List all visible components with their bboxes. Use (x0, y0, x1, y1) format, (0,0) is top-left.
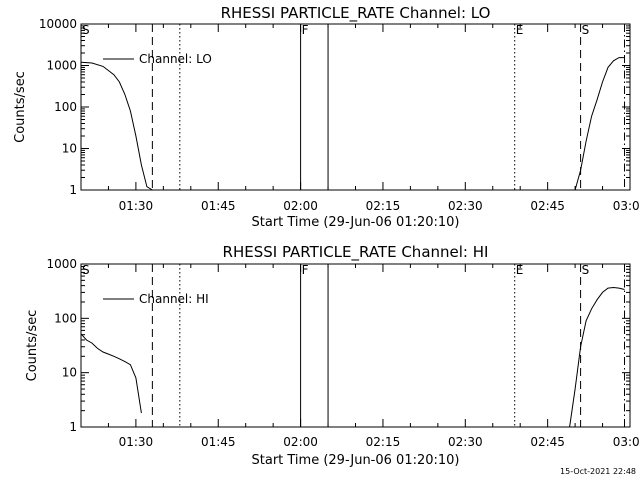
panel-2-x-tick-label: 02:00 (283, 435, 318, 449)
panel-2-y-tick-label: 10 (62, 366, 77, 380)
panel-1-x-tick-label: 02:30 (448, 199, 483, 213)
panel-2-event-marker-label: S (82, 263, 90, 277)
panel-2-x-tick-label: 02:15 (366, 435, 401, 449)
panel-1-event-marker-label: E (516, 23, 524, 37)
footer-timestamp: 15-Oct-2021 22:48 (560, 467, 636, 476)
panel-2-x-tick-label: 01:45 (201, 435, 236, 449)
panel-2-y-tick-label: 1000 (46, 257, 77, 271)
panel-2-y-axis-label: Counts/sec (25, 310, 40, 382)
panel-2-x-tick-label: 01:30 (119, 435, 154, 449)
panel-2-event-marker-label: E (516, 263, 524, 277)
panel-1-x-axis-label: Start Time (29-Jun-06 01:20:10) (252, 215, 460, 230)
panel-1-x-tick-label: 01:45 (201, 199, 236, 213)
panel-1-series-line-1 (574, 57, 625, 191)
panel-1-event-marker-label: F (302, 23, 309, 37)
panel-1-legend-label: Channel: LO (139, 52, 212, 66)
panel-2-series-line-1 (80, 333, 142, 414)
panel-1-y-tick-label: 1000 (46, 59, 77, 73)
panel-2-legend-label: Channel: HI (139, 292, 209, 306)
panel-2-title: RHESSI PARTICLE_RATE Channel: HI (223, 243, 489, 262)
panel-2-plot-frame (80, 263, 631, 428)
panel-1-y-tick-label: 10000 (39, 17, 77, 31)
panel-2-y-tick-label: 100 (54, 311, 77, 325)
panel-1-x-tick-label: 03:00 (613, 199, 640, 213)
panel-2-event-marker-label: F (302, 263, 309, 277)
panel-1-y-tick-label: 1 (69, 183, 77, 197)
panel-2-event-marker-label: S (582, 263, 590, 277)
panel-1-y-axis-label: Counts/sec (13, 71, 28, 143)
panel-1-x-tick-label: 02:00 (283, 199, 318, 213)
panel-2-x-axis-label: Start Time (29-Jun-06 01:20:10) (252, 453, 460, 468)
panel-1-plot-frame (80, 23, 631, 191)
panel-2-x-tick-label: 02:45 (530, 435, 565, 449)
panel-1-event-marker-label: S (582, 23, 590, 37)
panel-1-title: RHESSI PARTICLE_RATE Channel: LO (221, 4, 491, 23)
panel-1-event-marker-label: S (82, 23, 90, 37)
panel-1-y-tick-label: 10 (62, 142, 77, 156)
panel-1-x-tick-label: 02:15 (366, 199, 401, 213)
panel-2-x-tick-label: 02:30 (448, 435, 483, 449)
panel-1-x-tick-label: 02:45 (530, 199, 565, 213)
panel-2-series-line-1 (569, 286, 625, 428)
panel-2-x-tick-label: 03:00 (613, 435, 640, 449)
panel-2-y-tick-label: 1 (69, 420, 77, 434)
panel-1-y-tick-label: 100 (54, 100, 77, 114)
panel-1-series-line-1 (80, 61, 153, 191)
panel-1-x-tick-label: 01:30 (119, 199, 154, 213)
